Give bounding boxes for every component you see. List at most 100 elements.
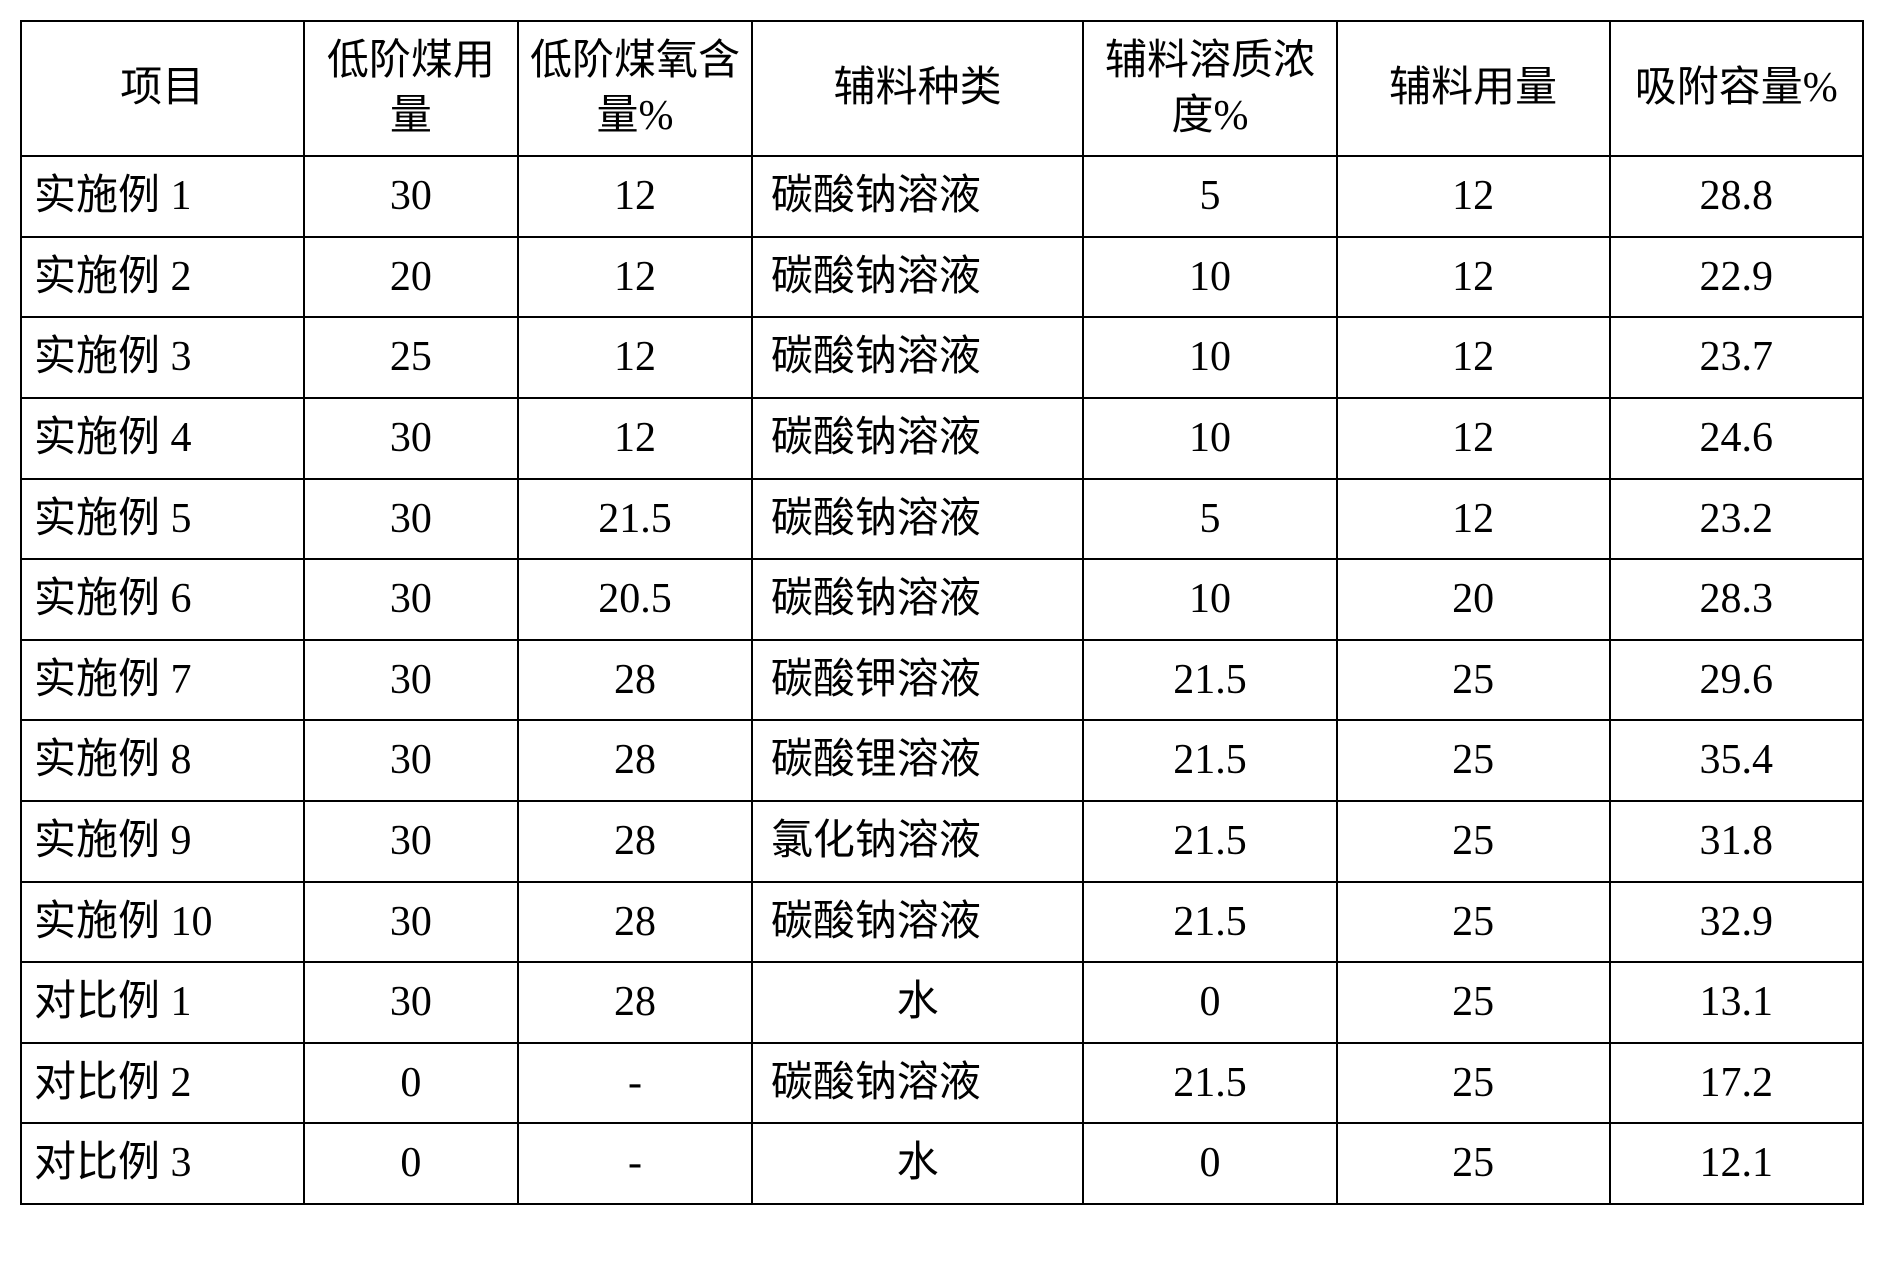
cell-coal-amount: 30 (304, 720, 518, 801)
cell-aux-type: 水 (752, 1123, 1083, 1204)
table-row: 实施例 53021.5碳酸钠溶液51223.2 (21, 479, 1863, 560)
cell-adsorption: 35.4 (1610, 720, 1863, 801)
cell-project-label: 对比例 1 (21, 962, 304, 1043)
cell-adsorption: 22.9 (1610, 237, 1863, 318)
data-table: 项目 低阶煤用量 低阶煤氧含量% 辅料种类 辅料溶质浓度% 辅料用量 吸附容量%… (20, 20, 1864, 1205)
cell-coal-amount: 0 (304, 1123, 518, 1204)
cell-aux-type: 碳酸钠溶液 (752, 398, 1083, 479)
cell-oxygen-content: 12 (518, 237, 752, 318)
cell-oxygen-content: 28 (518, 882, 752, 963)
cell-aux-amount: 25 (1337, 640, 1610, 721)
header-cell-project: 项目 (21, 21, 304, 156)
cell-solute-conc: 10 (1083, 398, 1336, 479)
table-row: 对比例 30-水02512.1 (21, 1123, 1863, 1204)
header-cell-aux-type: 辅料种类 (752, 21, 1083, 156)
cell-oxygen-content: - (518, 1043, 752, 1124)
cell-oxygen-content: - (518, 1123, 752, 1204)
cell-aux-amount: 25 (1337, 882, 1610, 963)
cell-aux-amount: 25 (1337, 801, 1610, 882)
cell-coal-amount: 0 (304, 1043, 518, 1124)
cell-aux-amount: 25 (1337, 962, 1610, 1043)
cell-oxygen-content: 21.5 (518, 479, 752, 560)
cell-project-label: 实施例 8 (21, 720, 304, 801)
cell-aux-amount: 12 (1337, 237, 1610, 318)
cell-coal-amount: 30 (304, 156, 518, 237)
table-row: 实施例 32512碳酸钠溶液101223.7 (21, 317, 1863, 398)
cell-project-label: 实施例 1 (21, 156, 304, 237)
cell-oxygen-content: 12 (518, 317, 752, 398)
cell-coal-amount: 30 (304, 479, 518, 560)
table-row: 对比例 13028水02513.1 (21, 962, 1863, 1043)
table-row: 实施例 103028碳酸钠溶液21.52532.9 (21, 882, 1863, 963)
cell-adsorption: 13.1 (1610, 962, 1863, 1043)
cell-aux-amount: 20 (1337, 559, 1610, 640)
cell-solute-conc: 10 (1083, 317, 1336, 398)
header-cell-solute-conc: 辅料溶质浓度% (1083, 21, 1336, 156)
cell-coal-amount: 30 (304, 640, 518, 721)
cell-solute-conc: 5 (1083, 479, 1336, 560)
cell-aux-type: 碳酸钠溶液 (752, 317, 1083, 398)
table-row: 实施例 22012碳酸钠溶液101222.9 (21, 237, 1863, 318)
cell-project-label: 对比例 2 (21, 1043, 304, 1124)
cell-solute-conc: 21.5 (1083, 1043, 1336, 1124)
table-row: 实施例 93028氯化钠溶液21.52531.8 (21, 801, 1863, 882)
header-cell-coal-amount: 低阶煤用量 (304, 21, 518, 156)
cell-aux-amount: 12 (1337, 398, 1610, 479)
cell-aux-type: 碳酸锂溶液 (752, 720, 1083, 801)
cell-oxygen-content: 28 (518, 801, 752, 882)
cell-project-label: 实施例 3 (21, 317, 304, 398)
cell-adsorption: 12.1 (1610, 1123, 1863, 1204)
table-row: 实施例 73028碳酸钾溶液21.52529.6 (21, 640, 1863, 721)
cell-oxygen-content: 12 (518, 156, 752, 237)
cell-solute-conc: 10 (1083, 237, 1336, 318)
cell-oxygen-content: 28 (518, 640, 752, 721)
cell-adsorption: 31.8 (1610, 801, 1863, 882)
cell-aux-amount: 25 (1337, 1123, 1610, 1204)
cell-adsorption: 17.2 (1610, 1043, 1863, 1124)
cell-adsorption: 28.8 (1610, 156, 1863, 237)
table-row: 实施例 83028碳酸锂溶液21.52535.4 (21, 720, 1863, 801)
cell-aux-type: 碳酸钠溶液 (752, 559, 1083, 640)
cell-coal-amount: 30 (304, 962, 518, 1043)
cell-aux-amount: 12 (1337, 479, 1610, 560)
cell-aux-type: 水 (752, 962, 1083, 1043)
table-body: 实施例 13012碳酸钠溶液51228.8实施例 22012碳酸钠溶液10122… (21, 156, 1863, 1204)
table-row: 对比例 20-碳酸钠溶液21.52517.2 (21, 1043, 1863, 1124)
cell-project-label: 实施例 9 (21, 801, 304, 882)
cell-aux-amount: 12 (1337, 156, 1610, 237)
table-row: 实施例 43012碳酸钠溶液101224.6 (21, 398, 1863, 479)
cell-coal-amount: 30 (304, 398, 518, 479)
cell-oxygen-content: 20.5 (518, 559, 752, 640)
cell-adsorption: 23.2 (1610, 479, 1863, 560)
cell-aux-amount: 25 (1337, 1043, 1610, 1124)
header-cell-oxygen: 低阶煤氧含量% (518, 21, 752, 156)
cell-aux-type: 碳酸钠溶液 (752, 882, 1083, 963)
cell-oxygen-content: 28 (518, 962, 752, 1043)
header-row: 项目 低阶煤用量 低阶煤氧含量% 辅料种类 辅料溶质浓度% 辅料用量 吸附容量% (21, 21, 1863, 156)
cell-project-label: 实施例 5 (21, 479, 304, 560)
header-cell-aux-amount: 辅料用量 (1337, 21, 1610, 156)
cell-adsorption: 24.6 (1610, 398, 1863, 479)
cell-coal-amount: 30 (304, 882, 518, 963)
cell-solute-conc: 21.5 (1083, 882, 1336, 963)
cell-project-label: 实施例 10 (21, 882, 304, 963)
cell-project-label: 对比例 3 (21, 1123, 304, 1204)
table-header: 项目 低阶煤用量 低阶煤氧含量% 辅料种类 辅料溶质浓度% 辅料用量 吸附容量% (21, 21, 1863, 156)
cell-adsorption: 29.6 (1610, 640, 1863, 721)
table-row: 实施例 13012碳酸钠溶液51228.8 (21, 156, 1863, 237)
cell-aux-type: 氯化钠溶液 (752, 801, 1083, 882)
cell-adsorption: 28.3 (1610, 559, 1863, 640)
cell-project-label: 实施例 2 (21, 237, 304, 318)
cell-coal-amount: 30 (304, 801, 518, 882)
cell-adsorption: 23.7 (1610, 317, 1863, 398)
header-cell-adsorption: 吸附容量% (1610, 21, 1863, 156)
cell-project-label: 实施例 7 (21, 640, 304, 721)
cell-aux-type: 碳酸钠溶液 (752, 479, 1083, 560)
cell-aux-amount: 12 (1337, 317, 1610, 398)
cell-solute-conc: 0 (1083, 1123, 1336, 1204)
cell-aux-type: 碳酸钾溶液 (752, 640, 1083, 721)
cell-coal-amount: 20 (304, 237, 518, 318)
cell-solute-conc: 21.5 (1083, 640, 1336, 721)
cell-oxygen-content: 12 (518, 398, 752, 479)
cell-coal-amount: 30 (304, 559, 518, 640)
